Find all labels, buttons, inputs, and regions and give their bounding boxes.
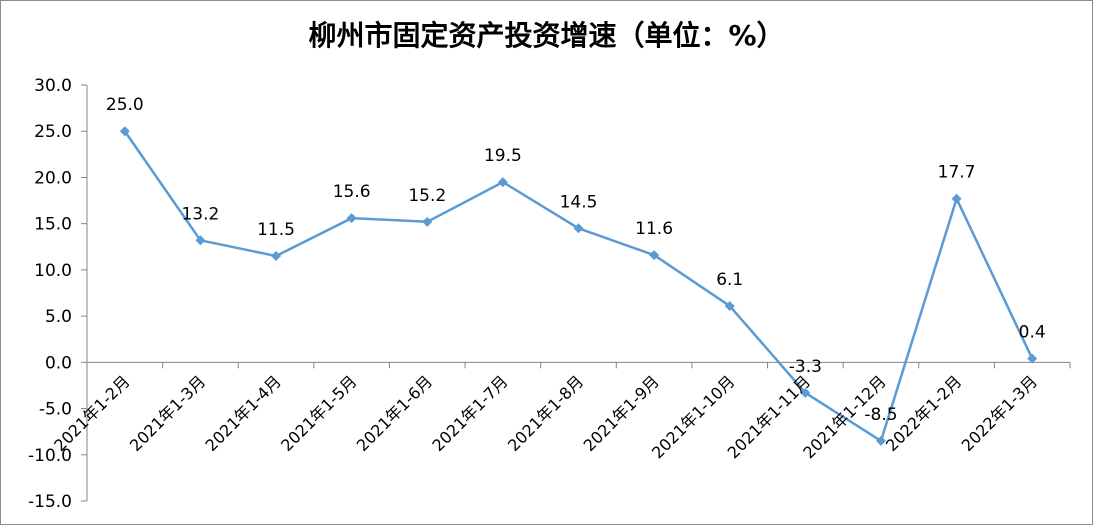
data-point-marker	[497, 177, 508, 188]
data-point-marker	[422, 216, 433, 227]
data-label: 11.5	[257, 220, 295, 240]
y-tick-label: 30.0	[34, 76, 72, 96]
data-label: 13.2	[181, 204, 219, 224]
x-tick-label: 2021年1-8月	[504, 372, 587, 455]
data-label: -3.3	[789, 357, 822, 377]
x-tick-label: 2021年1-7月	[428, 372, 511, 455]
data-label: 6.1	[716, 270, 743, 290]
y-tick-label: 25.0	[34, 122, 72, 142]
x-tick-label: 2021年1-4月	[202, 372, 285, 455]
data-point-marker	[875, 435, 886, 446]
x-tick-label: 2021年1-5月	[277, 372, 360, 455]
y-tick-label: 0.0	[45, 353, 72, 373]
data-point-marker	[1027, 353, 1038, 364]
data-point-marker	[119, 126, 130, 137]
y-tick-label: 20.0	[34, 168, 72, 188]
data-point-marker	[271, 251, 282, 262]
data-label: 11.6	[635, 219, 673, 239]
y-tick-label: -10.0	[28, 446, 72, 466]
y-tick-label: 15.0	[34, 215, 72, 235]
x-tick-label: 2021年1-6月	[353, 372, 436, 455]
data-point-marker	[573, 223, 584, 234]
y-tick-label: -5.0	[39, 400, 72, 420]
data-label: -8.5	[864, 405, 897, 425]
x-tick-label: 2022年1-3月	[958, 372, 1041, 455]
y-tick-label: 5.0	[45, 307, 72, 327]
y-tick-label: -15.0	[28, 492, 72, 512]
data-label: 17.7	[938, 163, 976, 183]
x-tick-label: 2021年1-3月	[126, 372, 209, 455]
data-point-marker	[195, 235, 206, 246]
data-label: 14.5	[560, 192, 598, 212]
data-label: 25.0	[106, 95, 144, 115]
data-point-marker	[346, 213, 357, 224]
data-point-marker	[724, 300, 735, 311]
x-tick-label: 2021年1-9月	[580, 372, 663, 455]
data-point-marker	[951, 193, 962, 204]
chart-title: 柳州市固定资产投资增速（单位：%）	[308, 19, 785, 52]
y-tick-label: 10.0	[34, 261, 72, 281]
data-label: 19.5	[484, 146, 522, 166]
data-label: 0.4	[1019, 323, 1046, 343]
data-point-marker	[649, 250, 660, 261]
data-label: 15.6	[333, 182, 371, 202]
data-point-marker	[800, 387, 811, 398]
data-label: 15.2	[408, 186, 446, 206]
